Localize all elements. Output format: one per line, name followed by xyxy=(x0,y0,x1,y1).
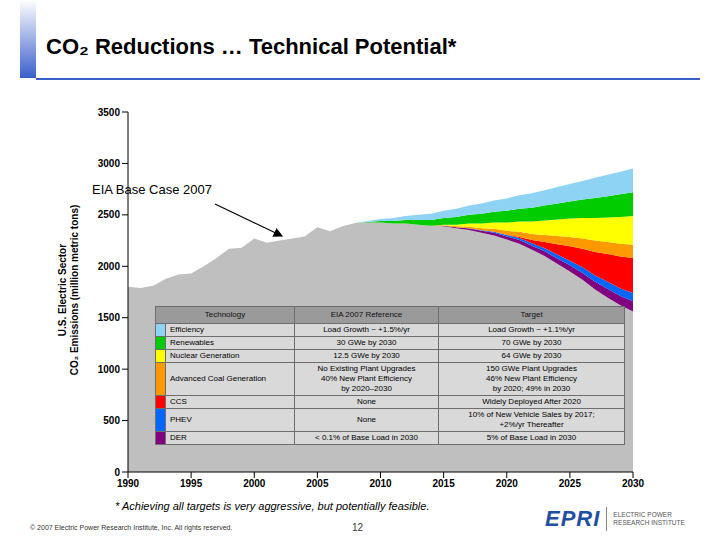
svg-text:3000: 3000 xyxy=(98,158,121,169)
svg-text:2025: 2025 xyxy=(559,478,582,489)
svg-text:1000: 1000 xyxy=(98,364,121,375)
html-text:RESEARCH INSTITUTE: RESEARCH INSTITUTE xyxy=(613,519,685,526)
html-text:150 GWe Plant Upgrades 46% New: 150 GWe Plant Upgrades 46% New Plant Eff… xyxy=(486,364,577,393)
svg-text:2010: 2010 xyxy=(369,478,392,489)
html-text:U.S. Electric Sector: U.S. Electric Sector xyxy=(57,243,68,337)
html-text:Nuclear Generation: Nuclear Generation xyxy=(170,351,240,360)
html-text:Renewables: Renewables xyxy=(170,338,214,347)
html-text:No Existing Plant Upgrades 40%: No Existing Plant Upgrades 40% New Plant… xyxy=(317,364,416,393)
html-text:Load Growth ~ +1.1%/yr: Load Growth ~ +1.1%/yr xyxy=(488,325,575,334)
svg-text:1500: 1500 xyxy=(98,312,121,323)
svg-text:500: 500 xyxy=(103,415,120,426)
html-text:© 2007 Electric Power Research: © 2007 Electric Power Research Institute… xyxy=(30,524,233,531)
html-text:12.5 GWe by 2030: 12.5 GWe by 2030 xyxy=(333,351,400,360)
svg-text:2015: 2015 xyxy=(433,478,456,489)
html-text:None: None xyxy=(356,397,377,406)
svg-text:2500: 2500 xyxy=(98,209,121,220)
html-text:Widely Deployed After 2020: Widely Deployed After 2020 xyxy=(482,397,581,406)
html-text:Load Growth ~ +1.5%/yr: Load Growth ~ +1.5%/yr xyxy=(323,325,410,334)
html-text:None: None xyxy=(356,415,377,424)
svg-text:2000: 2000 xyxy=(98,261,121,272)
svg-text:0: 0 xyxy=(114,467,120,478)
html-text:CO₂ Reductions … Technical Pot: CO₂ Reductions … Technical Potential* xyxy=(46,34,457,59)
html-text:PHEV: PHEV xyxy=(170,415,192,424)
html-text:ELECTRIC POWER: ELECTRIC POWER xyxy=(613,511,672,518)
html-text:Technology: Technology xyxy=(204,310,246,319)
html-text:30 GWe by 2030: 30 GWe by 2030 xyxy=(336,338,397,347)
html-text:CO₂ Emissions (million metric: CO₂ Emissions (million metric tons) xyxy=(69,204,80,376)
html-text:Advanced Coal Generation: Advanced Coal Generation xyxy=(170,374,267,383)
html-text:70 GWe by 2030: 70 GWe by 2030 xyxy=(501,338,562,347)
html-text:CCS: CCS xyxy=(170,397,187,406)
html-text:10% of New Vehicle Sales by 20: 10% of New Vehicle Sales by 2017; +2%/yr… xyxy=(468,410,595,429)
html-text:5% of Base Load in 2030: 5% of Base Load in 2030 xyxy=(486,433,577,442)
html-text:* Achieving all targets is ver: * Achieving all targets is very aggressi… xyxy=(115,500,430,512)
html-text:Efficiency: Efficiency xyxy=(170,325,205,334)
svg-text:2030: 2030 xyxy=(622,478,645,489)
svg-text:2005: 2005 xyxy=(306,478,329,489)
html-text:12: 12 xyxy=(352,522,364,533)
html-text:EIA Base Case 2007: EIA Base Case 2007 xyxy=(92,182,212,197)
svg-text:2000: 2000 xyxy=(243,478,266,489)
svg-text:1990: 1990 xyxy=(117,478,140,489)
html-text:< 0.1% of Base Load in 2030: < 0.1% of Base Load in 2030 xyxy=(315,433,418,442)
svg-text:1995: 1995 xyxy=(180,478,203,489)
html-text:EIA 2007 Reference: EIA 2007 Reference xyxy=(330,310,403,319)
svg-text:3500: 3500 xyxy=(98,107,121,118)
html-text:DER: DER xyxy=(170,433,187,442)
html-text:Target: Target xyxy=(520,310,543,319)
html-text:64 GWe by 2030: 64 GWe by 2030 xyxy=(501,351,562,360)
svg-text:2020: 2020 xyxy=(496,478,519,489)
html-text:EPRI: EPRI xyxy=(545,506,601,531)
